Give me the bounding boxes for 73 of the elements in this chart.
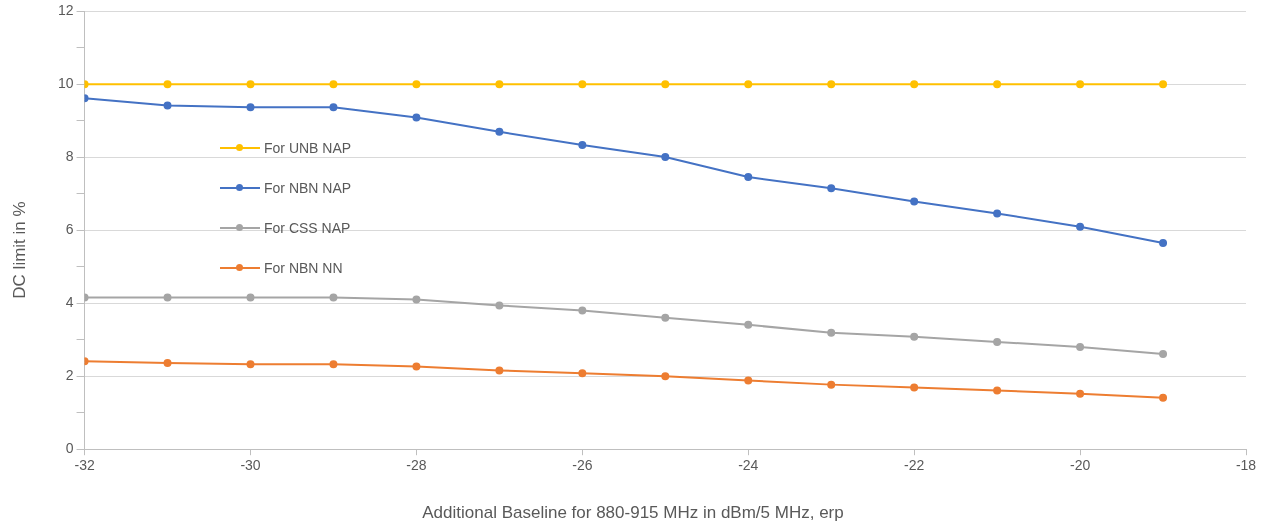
point xyxy=(495,127,504,136)
x-tick-label: -28 xyxy=(406,457,427,474)
point xyxy=(578,306,587,315)
point xyxy=(827,328,836,337)
point xyxy=(910,80,919,89)
point xyxy=(246,80,255,89)
point xyxy=(1076,80,1085,89)
point xyxy=(329,293,338,302)
point xyxy=(163,101,172,110)
point xyxy=(1159,349,1168,358)
point xyxy=(993,209,1002,218)
point xyxy=(412,362,421,371)
point xyxy=(1076,222,1085,231)
point xyxy=(495,366,504,375)
point xyxy=(661,372,670,381)
point xyxy=(827,80,836,89)
point xyxy=(1159,393,1168,402)
point xyxy=(744,173,753,182)
point xyxy=(495,301,504,310)
point xyxy=(412,80,421,89)
point xyxy=(246,103,255,112)
y-tick-label: 4 xyxy=(65,294,74,311)
y-tick-label: 6 xyxy=(65,221,74,238)
point xyxy=(412,113,421,122)
point xyxy=(495,80,504,89)
legend-label: For UNB NAP xyxy=(264,140,352,156)
point xyxy=(578,369,587,378)
point xyxy=(827,380,836,389)
point xyxy=(827,184,836,193)
point xyxy=(1076,343,1085,352)
point xyxy=(578,140,587,149)
y-tick-label: 12 xyxy=(57,2,74,19)
legend-label: For NBN NAP xyxy=(264,180,352,196)
point xyxy=(163,80,172,89)
point xyxy=(661,80,670,89)
point xyxy=(329,360,338,369)
point xyxy=(163,293,172,302)
point xyxy=(661,152,670,161)
point xyxy=(329,103,338,112)
point xyxy=(910,197,919,206)
y-axis-title: DC limit in % xyxy=(10,200,30,301)
x-tick-label: -26 xyxy=(572,457,593,474)
point xyxy=(329,80,338,89)
point xyxy=(1076,389,1085,398)
y-tick-label: 2 xyxy=(65,367,74,384)
point xyxy=(1159,239,1168,248)
point xyxy=(744,80,753,89)
point xyxy=(412,295,421,304)
x-tick-label: -30 xyxy=(240,457,261,474)
point xyxy=(246,360,255,369)
point xyxy=(993,337,1002,346)
point xyxy=(993,386,1002,395)
point xyxy=(744,320,753,329)
y-tick-label: 10 xyxy=(57,75,74,92)
x-axis-title: Additional Baseline for 880-915 MHz in dBm/5 MHz, erp xyxy=(421,503,845,523)
x-tick-label: -24 xyxy=(738,457,759,474)
point xyxy=(910,332,919,341)
point xyxy=(661,313,670,322)
point xyxy=(744,376,753,385)
point xyxy=(993,80,1002,89)
point xyxy=(1159,80,1168,89)
y-tick-label: 0 xyxy=(65,440,74,457)
y-tick-label: 8 xyxy=(65,148,74,165)
x-tick-label: -32 xyxy=(74,457,95,474)
legend-label: For CSS NAP xyxy=(264,220,351,236)
x-tick-label: -22 xyxy=(904,457,925,474)
legend-label: For NBN NN xyxy=(264,260,343,276)
x-tick-label: -20 xyxy=(1069,457,1091,474)
point xyxy=(578,80,587,89)
point xyxy=(910,383,919,392)
x-tick-label: -18 xyxy=(1235,457,1257,474)
point xyxy=(246,293,255,302)
point xyxy=(163,359,172,368)
